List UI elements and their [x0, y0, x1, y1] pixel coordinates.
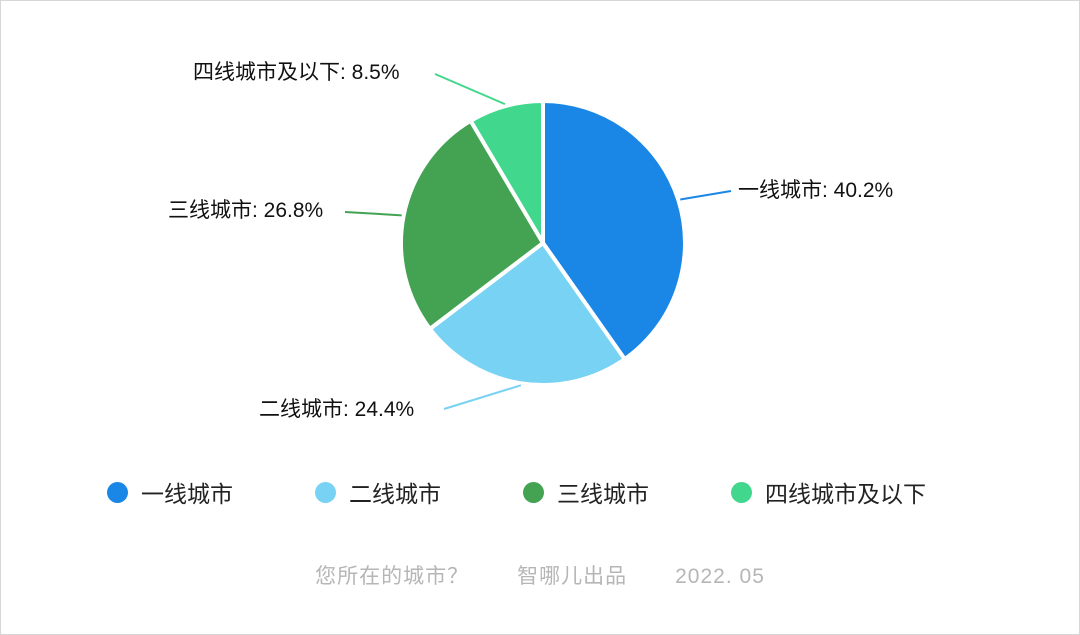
legend-label-tier4: 四线城市及以下 — [765, 481, 926, 507]
pie-slice-tier3 — [399, 118, 545, 331]
callout-label-tier1: 一线城市: 40.2% — [738, 179, 894, 202]
legend-label-tier3: 三线城市 — [557, 481, 649, 507]
legend-item-tier1: 一线城市 — [107, 475, 233, 509]
chart-footer: 您所在的城市？ 智哪儿出品 2022. 05 — [1, 563, 1079, 591]
legend: 一线城市 二线城市 三线城市 四线城市及以下 — [1, 475, 1079, 509]
callout-line-tier1 — [680, 190, 732, 201]
legend-item-tier2: 二线城市 — [315, 475, 441, 509]
legend-label-tier2: 二线城市 — [349, 481, 441, 507]
legend-dot-tier1-icon — [107, 481, 128, 503]
callout-line-tier4 — [434, 73, 506, 106]
callout-line-tier3 — [344, 211, 402, 217]
legend-item-tier3: 三线城市 — [523, 475, 649, 509]
pie-slice-tier1 — [541, 99, 688, 362]
pie-slice-tier2 — [427, 241, 627, 387]
callout-label-tier2: 二线城市: 24.4% — [259, 398, 415, 421]
callout-label-tier4: 四线城市及以下: 8.5% — [193, 61, 400, 84]
legend-dot-tier4-icon — [731, 481, 752, 503]
legend-dot-tier3-icon — [523, 481, 544, 503]
footer-date: 2022. 05 — [675, 565, 765, 588]
callout-label-tier3: 三线城市: 26.8% — [168, 199, 324, 222]
footer-source: 智哪儿出品 — [517, 565, 628, 588]
legend-item-tier4: 四线城市及以下 — [731, 475, 926, 509]
callout-line-tier2 — [443, 384, 522, 410]
legend-dot-tier2-icon — [315, 481, 336, 503]
pie-slice-tier4 — [468, 99, 545, 245]
footer-question: 您所在的城市？ — [315, 565, 470, 588]
legend-label-tier1: 一线城市 — [141, 481, 233, 507]
